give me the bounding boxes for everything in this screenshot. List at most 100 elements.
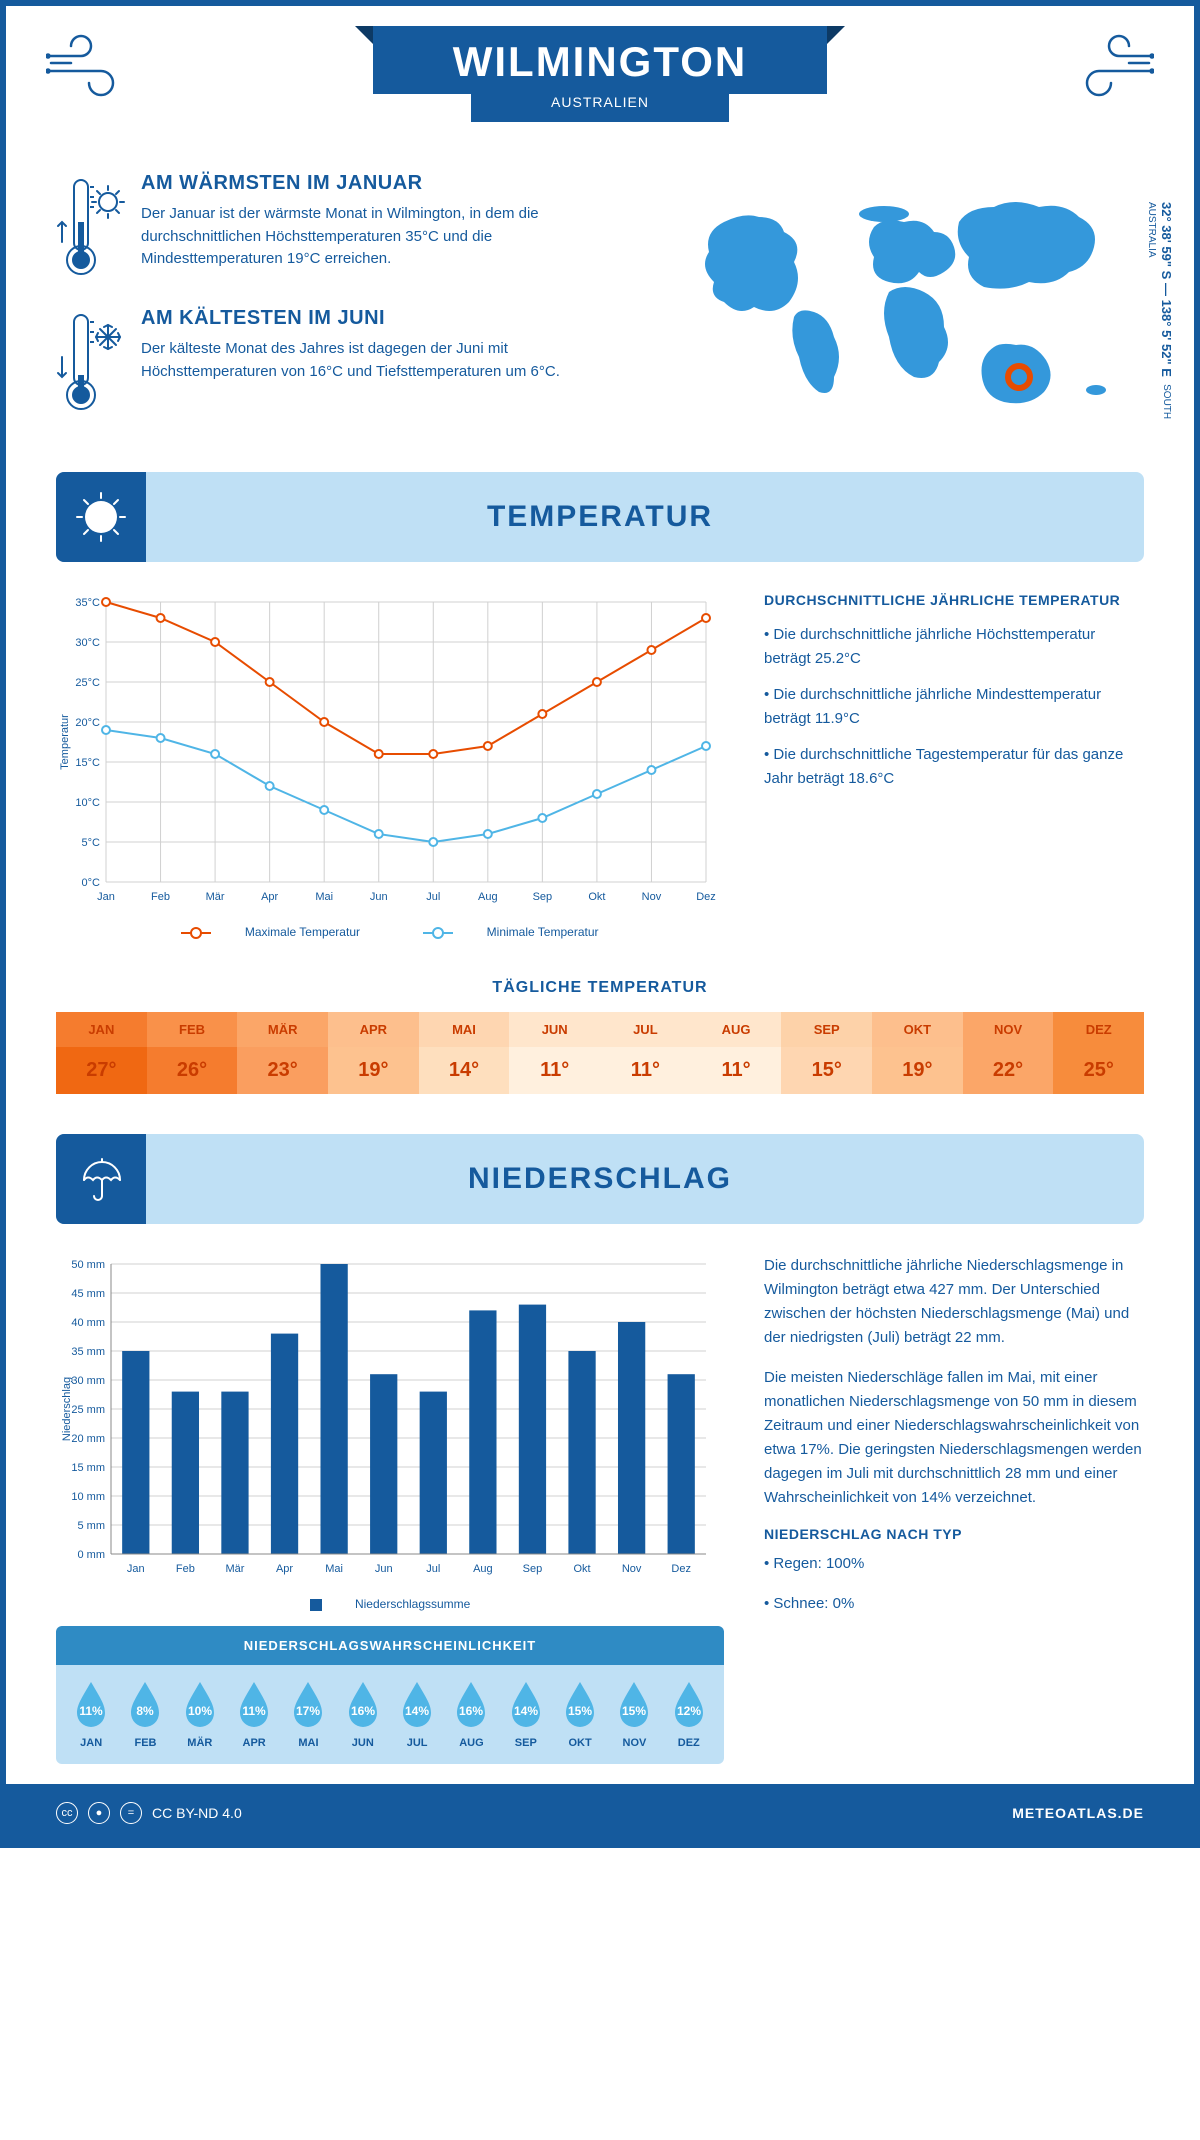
- precip-type-title: NIEDERSCHLAG NACH TYP: [764, 1526, 1144, 1542]
- warm-text: Der Januar ist der wärmste Monat in Wilm…: [141, 203, 624, 271]
- svg-text:25°C: 25°C: [75, 677, 100, 689]
- precip-section-header: NIEDERSCHLAG: [56, 1134, 1144, 1224]
- svg-text:5 mm: 5 mm: [78, 1520, 106, 1532]
- footer: cc ● = CC BY-ND 4.0 METEOATLAS.DE: [6, 1784, 1194, 1842]
- svg-text:40 mm: 40 mm: [71, 1317, 105, 1329]
- svg-text:Jul: Jul: [426, 891, 440, 903]
- svg-text:Mai: Mai: [325, 1563, 343, 1575]
- svg-text:Nov: Nov: [622, 1563, 642, 1575]
- world-map-box: 32° 38' 59" S — 138° 5' 52" E SOUTH AUST…: [664, 172, 1144, 442]
- temp-content-row: 0°C 5°C 10°C 15°C 20°C 25°C 30°C 35°C Jan Feb Mär A…: [6, 562, 1194, 969]
- wind-icon: [1064, 31, 1154, 101]
- precip-chart: 0 mm 5 mm 10 mm 15 mm 20 mm 25 mm 30 mm 35 mm 40…: [56, 1254, 724, 1764]
- svg-text:16%: 16%: [351, 1704, 375, 1718]
- svg-text:12%: 12%: [677, 1704, 701, 1718]
- precip-content-row: 0 mm 5 mm 10 mm 15 mm 20 mm 25 mm 30 mm 35 mm 40…: [6, 1224, 1194, 1784]
- by-icon: ●: [88, 1802, 110, 1824]
- site-name: METEOATLAS.DE: [1012, 1805, 1144, 1821]
- svg-text:15°C: 15°C: [75, 757, 100, 769]
- svg-text:14%: 14%: [405, 1704, 429, 1718]
- svg-text:Dez: Dez: [696, 891, 716, 903]
- cold-title: AM KÄLTESTEN IM JUNI: [141, 307, 624, 330]
- warm-title: AM WÄRMSTEN IM JANUAR: [141, 172, 624, 195]
- svg-text:Feb: Feb: [176, 1563, 195, 1575]
- prob-row: 11% JAN 8% FEB 10% MÄR 11% APR 17% MAI 1…: [56, 1665, 724, 1764]
- license: cc ● = CC BY-ND 4.0: [56, 1802, 242, 1824]
- svg-text:Okt: Okt: [573, 1563, 590, 1575]
- svg-text:Aug: Aug: [478, 891, 498, 903]
- svg-text:Temperatur: Temperatur: [59, 714, 71, 770]
- svg-text:14%: 14%: [514, 1704, 538, 1718]
- svg-text:50 mm: 50 mm: [71, 1259, 105, 1271]
- svg-text:Mär: Mär: [225, 1563, 244, 1575]
- svg-text:16%: 16%: [459, 1704, 483, 1718]
- svg-text:11%: 11%: [79, 1704, 103, 1718]
- svg-text:Jan: Jan: [97, 891, 115, 903]
- svg-text:Jul: Jul: [426, 1563, 440, 1575]
- infographic-container: WILMINGTON AUSTRALIEN: [0, 0, 1200, 1848]
- top-facts-row: AM WÄRMSTEN IM JANUAR Der Januar ist der…: [6, 152, 1194, 472]
- coordinates: 32° 38' 59" S — 138° 5' 52" E SOUTH AUST…: [1144, 202, 1174, 442]
- coldest-fact: AM KÄLTESTEN IM JUNI Der kälteste Monat …: [56, 307, 624, 417]
- svg-text:10°C: 10°C: [75, 797, 100, 809]
- svg-text:15 mm: 15 mm: [71, 1462, 105, 1474]
- svg-text:Apr: Apr: [261, 891, 278, 903]
- svg-text:8%: 8%: [137, 1704, 155, 1718]
- svg-text:30 mm: 30 mm: [71, 1375, 105, 1387]
- svg-text:35°C: 35°C: [75, 597, 100, 609]
- cold-text: Der kälteste Monat des Jahres ist dagege…: [141, 338, 624, 383]
- prob-title: NIEDERSCHLAGSWAHRSCHEINLICHKEIT: [56, 1626, 724, 1665]
- svg-text:Sep: Sep: [523, 1563, 543, 1575]
- wind-icon: [46, 31, 136, 101]
- svg-text:Nov: Nov: [642, 891, 662, 903]
- svg-text:Jan: Jan: [127, 1563, 145, 1575]
- svg-text:17%: 17%: [296, 1704, 320, 1718]
- svg-text:20 mm: 20 mm: [71, 1433, 105, 1445]
- svg-text:15%: 15%: [622, 1704, 646, 1718]
- temp-section-header: TEMPERATUR: [56, 472, 1144, 562]
- temp-info-title: DURCHSCHNITTLICHE JÄHRLICHE TEMPERATUR: [764, 592, 1144, 608]
- svg-text:5°C: 5°C: [82, 837, 101, 849]
- svg-text:10 mm: 10 mm: [71, 1491, 105, 1503]
- svg-text:30°C: 30°C: [75, 637, 100, 649]
- svg-text:35 mm: 35 mm: [71, 1346, 105, 1358]
- svg-text:20°C: 20°C: [75, 717, 100, 729]
- svg-text:Aug: Aug: [473, 1563, 493, 1575]
- temp-info: DURCHSCHNITTLICHE JÄHRLICHE TEMPERATUR •…: [764, 592, 1144, 939]
- country-subtitle: AUSTRALIEN: [471, 94, 729, 122]
- svg-text:11%: 11%: [242, 1704, 266, 1718]
- svg-text:0 mm: 0 mm: [78, 1549, 106, 1561]
- cc-icon: cc: [56, 1802, 78, 1824]
- svg-text:Sep: Sep: [533, 891, 553, 903]
- daily-temp-table: JAN 27° FEB 26° MÄR 23° APR 19° MAI 14° …: [56, 1012, 1144, 1094]
- svg-text:0°C: 0°C: [82, 877, 101, 889]
- svg-text:Okt: Okt: [588, 891, 605, 903]
- precip-info: Die durchschnittliche jährliche Niedersc…: [764, 1254, 1144, 1764]
- world-map: [664, 172, 1144, 432]
- svg-text:Jun: Jun: [370, 891, 388, 903]
- svg-text:Mär: Mär: [206, 891, 225, 903]
- svg-text:Apr: Apr: [276, 1563, 293, 1575]
- header: WILMINGTON AUSTRALIEN: [6, 6, 1194, 152]
- sun-icon: [56, 472, 146, 562]
- umbrella-icon: [56, 1134, 146, 1224]
- svg-text:45 mm: 45 mm: [71, 1288, 105, 1300]
- city-title: WILMINGTON: [373, 26, 828, 94]
- svg-text:15%: 15%: [568, 1704, 592, 1718]
- svg-text:25 mm: 25 mm: [71, 1404, 105, 1416]
- precip-legend: Niederschlagssumme: [56, 1589, 724, 1611]
- prob-box: NIEDERSCHLAGSWAHRSCHEINLICHKEIT 11% JAN …: [56, 1626, 724, 1764]
- temp-chart: 0°C 5°C 10°C 15°C 20°C 25°C 30°C 35°C Jan Feb Mär A…: [56, 592, 724, 939]
- thermometer-hot-icon: [56, 172, 126, 282]
- svg-text:Dez: Dez: [671, 1563, 691, 1575]
- warmest-fact: AM WÄRMSTEN IM JANUAR Der Januar ist der…: [56, 172, 624, 282]
- nd-icon: =: [120, 1802, 142, 1824]
- svg-text:10%: 10%: [188, 1704, 212, 1718]
- daily-title: TÄGLICHE TEMPERATUR: [6, 979, 1194, 997]
- svg-text:Niederschlag: Niederschlag: [61, 1377, 73, 1441]
- svg-text:Feb: Feb: [151, 891, 170, 903]
- thermometer-cold-icon: [56, 307, 126, 417]
- temp-legend: Maximale Temperatur Minimale Temperatur: [56, 917, 724, 939]
- svg-text:Jun: Jun: [375, 1563, 393, 1575]
- svg-text:Mai: Mai: [315, 891, 333, 903]
